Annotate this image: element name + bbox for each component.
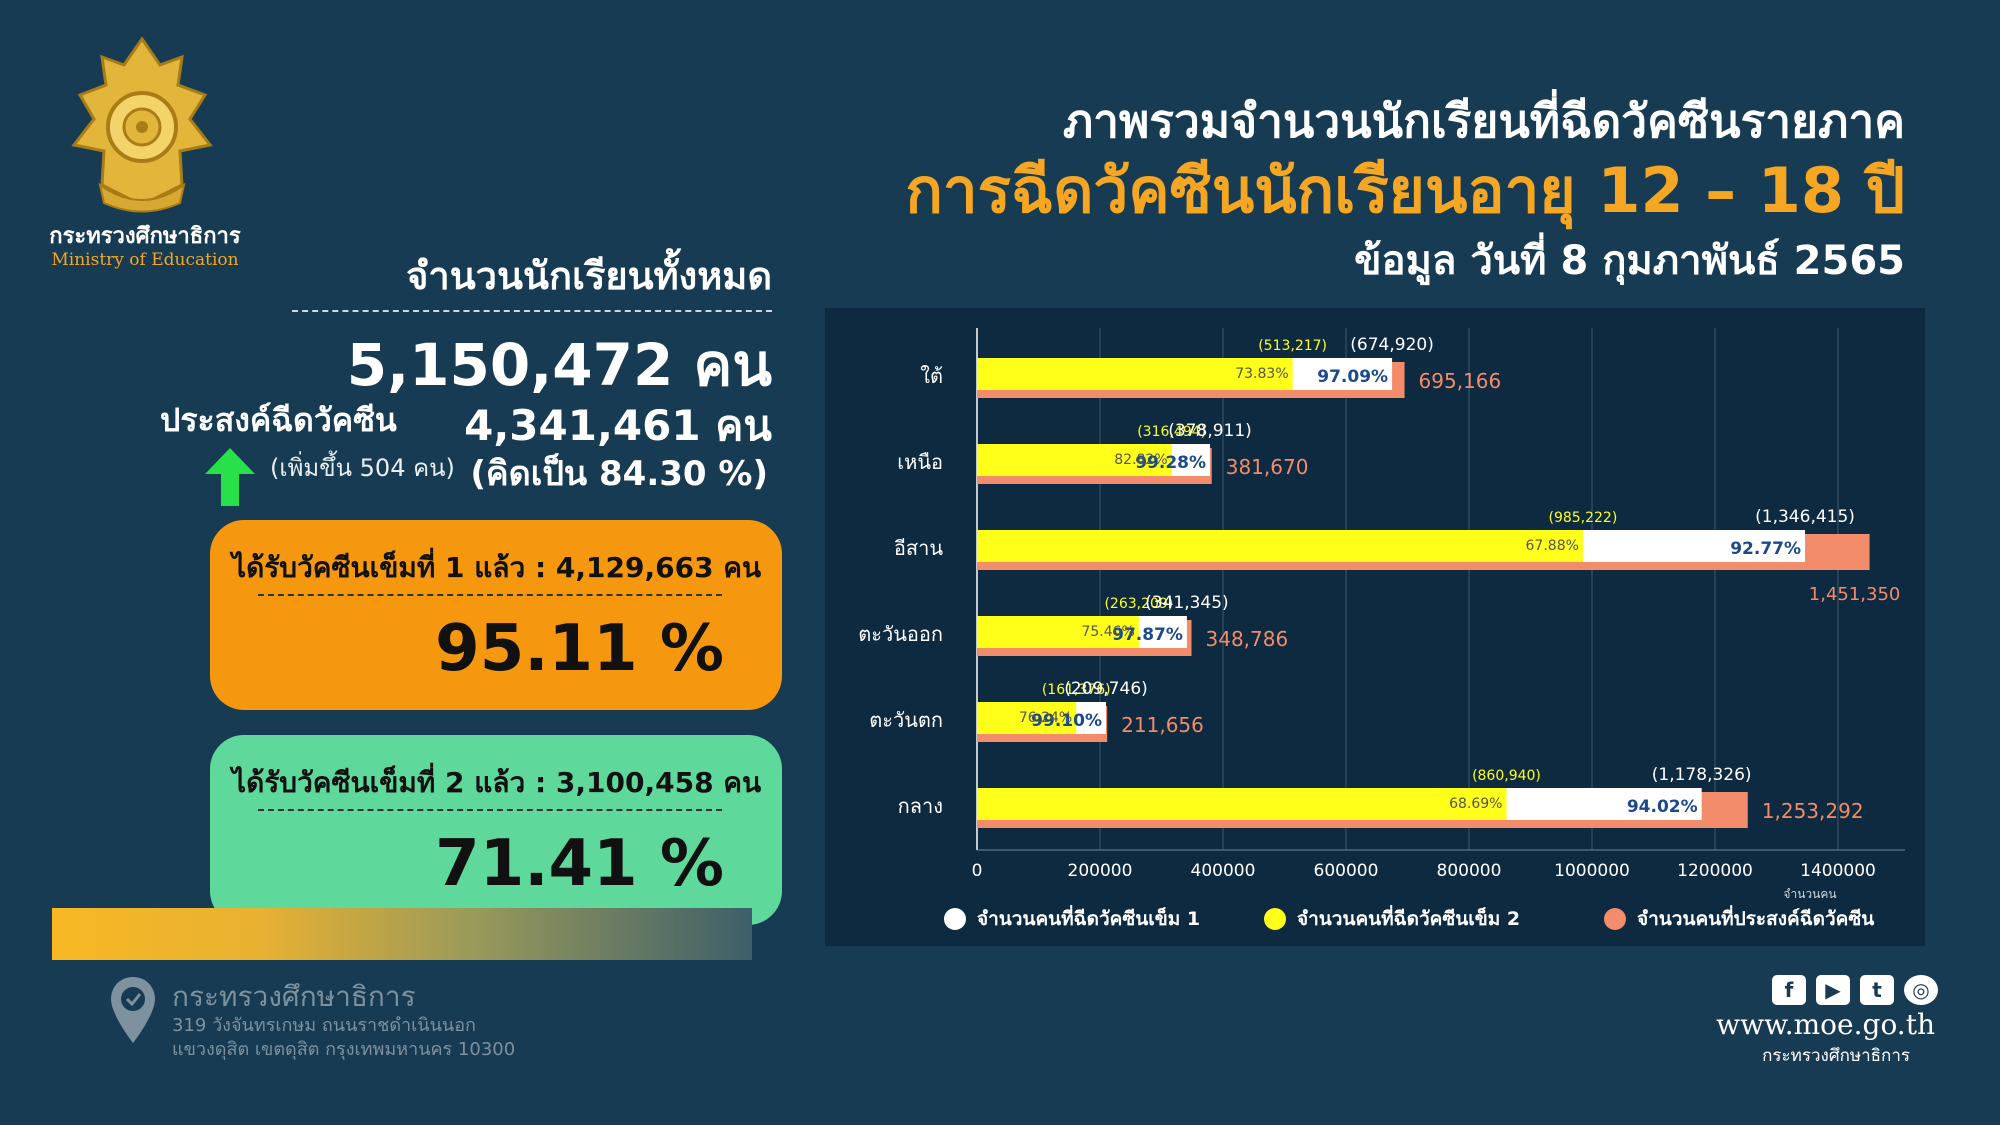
location-pin-icon [111, 977, 155, 1043]
dose2-value-label: (161,376) [1042, 682, 1111, 698]
category-label: ตะวันตก [869, 708, 943, 732]
dose1-pct-label: 97.87% [1112, 625, 1183, 645]
target-value-label: 695,166 [1419, 369, 1502, 393]
dose1-pct-label: 94.02% [1627, 797, 1698, 817]
ministry-name-th: กระทรวงศึกษาธิการ [49, 224, 241, 249]
twitter-icon[interactable]: t [1860, 975, 1894, 1005]
target-value-label: 1,451,350 [1809, 584, 1901, 605]
dose1-pct-label: 97.09% [1317, 367, 1388, 387]
footer-address-line1: 319 วังจันทรเกษม ถนนราชดำเนินนอก [172, 1015, 476, 1036]
dose1-value-label: (341,345) [1145, 593, 1229, 613]
bar-dose2 [977, 616, 1139, 648]
bar-dose2 [977, 444, 1172, 476]
dose2-percentage: 71.41 % [435, 827, 724, 901]
ministry-emblem-logo [71, 36, 213, 213]
bar-dose2 [977, 788, 1507, 820]
dose1-pct-label: 99.10% [1031, 711, 1102, 731]
legend-label: จำนวนคนที่ประสงค์ฉีดวัคซีน [1637, 905, 1874, 930]
legend-marker [944, 908, 966, 930]
target-value-label: 381,670 [1226, 455, 1309, 479]
x-tick-label: 200000 [1068, 861, 1133, 881]
arrow-up-icon [205, 448, 255, 506]
social-links: f ▶ t ◎ [1772, 975, 1938, 1005]
target-percentage: (คิดเป็น 84.30 %) [470, 454, 768, 494]
target-value-label: 348,786 [1206, 627, 1289, 651]
dose2-pct-label: 82.82% [1114, 452, 1167, 468]
youtube-icon[interactable]: ▶ [1816, 975, 1850, 1005]
category-label: ตะวันออก [858, 622, 943, 646]
x-tick-label: 1400000 [1800, 861, 1876, 881]
globe-icon[interactable]: ◎ [1904, 975, 1938, 1005]
dose1-value-label: (1,178,326) [1652, 765, 1752, 785]
bar-dose2 [977, 358, 1293, 390]
category-label: ใต้ [920, 364, 943, 388]
category-label: กลาง [898, 794, 943, 818]
x-tick-label: 0 [972, 861, 983, 881]
footer-org-name: กระทรวงศึกษาธิการ [172, 980, 416, 1013]
target-vaccination-value: 4,341,461 คน [464, 401, 772, 450]
regional-vaccination-bar-chart: 0 200000 400000 600000 800000 1000000 1200000 1… [858, 328, 1905, 930]
page-subtitle: การฉีดวัคซีนนักเรียนอายุ 12 – 18 ปี [905, 154, 1905, 227]
page-title: ภาพรวมจำนวนนักเรียนที่ฉีดวัคซีนรายภาค [1062, 94, 1905, 148]
x-tick-label: 1200000 [1677, 861, 1753, 881]
legend-marker [1264, 908, 1286, 930]
divider [258, 809, 722, 811]
dose2-pct-label: 68.69% [1449, 796, 1502, 812]
category-label: เหนือ [897, 450, 943, 474]
dose2-pct-label: 73.83% [1235, 366, 1288, 382]
x-tick-label: 1000000 [1554, 861, 1630, 881]
dose2-label: ได้รับวัคซีนเข็มที่ 2 แล้ว : 3,100,458 ค… [232, 766, 762, 799]
dose2-value-label: (263,209) [1104, 596, 1173, 612]
x-tick-label: 400000 [1191, 861, 1256, 881]
bar-dose2 [977, 702, 1077, 734]
dose2-pct-label: 67.88% [1526, 538, 1579, 554]
divider [292, 310, 772, 312]
footer-address-line2: แขวงดุสิต เขตดุสิต กรุงเทพมหานคร 10300 [172, 1039, 516, 1060]
dose2-value-label: (985,222) [1548, 510, 1617, 526]
legend-label: จำนวนคนที่ฉีดวัคซีนเข็ม 2 [1297, 905, 1520, 930]
dose2-value-label: (316,494) [1137, 424, 1206, 440]
dose1-label: ได้รับวัคซีนเข็มที่ 1 แล้ว : 4,129,663 ค… [232, 551, 762, 584]
dose1-pct-label: 92.77% [1730, 539, 1801, 559]
target-value-label: 211,656 [1121, 713, 1204, 737]
dose1-value-label: (674,920) [1350, 335, 1434, 355]
x-tick-label: 600000 [1314, 861, 1379, 881]
dose2-value-label: (860,940) [1472, 768, 1541, 784]
dose2-pct-label: 76.24% [1019, 710, 1072, 726]
x-tick-label: 800000 [1437, 861, 1502, 881]
legend-label: จำนวนคนที่ฉีดวัคซีนเข็ม 1 [977, 905, 1200, 930]
website-caption: กระทรวงศึกษาธิการ [1762, 1046, 1910, 1066]
x-axis-label: จำนวนคน [1783, 887, 1836, 901]
legend-marker [1604, 908, 1626, 930]
bar-dose2 [977, 530, 1583, 562]
chart-panel: 0 200000 400000 600000 800000 1000000 1200000 1… [825, 308, 1925, 946]
total-students-label: จำนวนนักเรียนทั้งหมด [406, 254, 772, 298]
website-link[interactable]: www.moe.go.th [1716, 1008, 1935, 1041]
dose1-pct-label: 99.28% [1135, 453, 1206, 473]
category-label: อีสาน [894, 536, 943, 560]
target-vaccination-label: ประสงค์ฉีดวัคซีน [160, 401, 397, 439]
dose1-card: ได้รับวัคซีนเข็มที่ 1 แล้ว : 4,129,663 ค… [210, 520, 782, 710]
dose1-value-label: (209,746) [1064, 679, 1148, 699]
data-date: ข้อมูล วันที่ 8 กุมภาพันธ์ 2565 [1354, 238, 1905, 284]
increase-note: (เพิ่มขึ้น 504 คน) [270, 454, 455, 482]
divider [258, 594, 722, 596]
decorative-gradient-strip [52, 908, 752, 960]
target-value-label: 1,253,292 [1762, 799, 1864, 823]
dose1-value-label: (378,911) [1168, 421, 1252, 441]
dose2-card: ได้รับวัคซีนเข็มที่ 2 แล้ว : 3,100,458 ค… [210, 735, 782, 925]
ministry-name-en: Ministry of Education [51, 250, 239, 270]
total-students-value: 5,150,472 คน [346, 331, 772, 399]
dose1-percentage: 95.11 % [435, 612, 724, 686]
dose2-pct-label: 75.46% [1081, 624, 1134, 640]
dose1-value-label: (1,346,415) [1755, 507, 1855, 527]
facebook-icon[interactable]: f [1772, 975, 1806, 1005]
dose2-value-label: (513,217) [1258, 338, 1327, 354]
